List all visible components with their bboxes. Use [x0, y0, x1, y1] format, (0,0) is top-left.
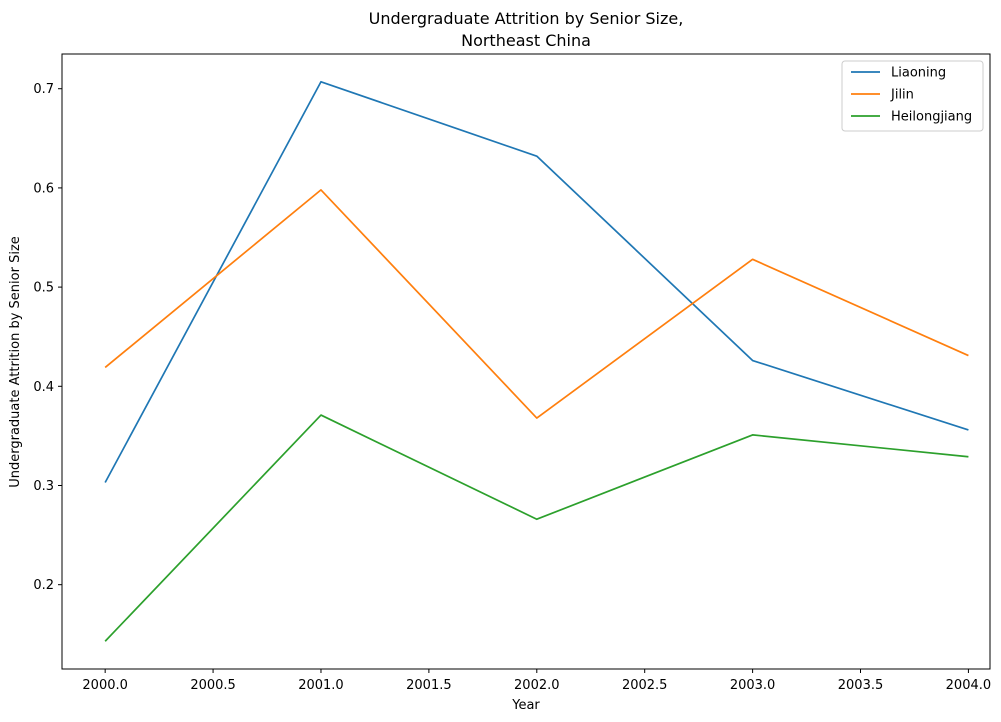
x-tick-label: 2002.5 [622, 678, 668, 693]
chart-title-line-1: Undergraduate Attrition by Senior Size, [369, 9, 684, 28]
x-tick-label: 2004.0 [946, 678, 992, 693]
series-line-jilin [104, 189, 969, 419]
x-tick-label: 2000.0 [82, 678, 128, 693]
legend-label: Jilin [890, 88, 914, 103]
legend-label: Liaoning [891, 66, 946, 81]
series-line-heilongjiang [104, 414, 969, 642]
series-lines [104, 80, 969, 642]
y-tick-label: 0.2 [33, 578, 54, 593]
y-tick-label: 0.6 [33, 181, 54, 196]
y-axis-label: Undergraduate Attrition by Senior Size [8, 236, 23, 488]
plot-area [61, 53, 991, 670]
y-axis-ticks: 0.2 0.3 0.4 0.5 0.6 0.7 [33, 82, 62, 593]
legend-label: Heilongjiang [891, 110, 972, 125]
x-tick-label: 2001.0 [298, 678, 344, 693]
legend-box [841, 60, 984, 132]
x-tick-label: 2003.5 [838, 678, 884, 693]
x-tick-label: 2001.5 [406, 678, 452, 693]
series-line-liaoning [104, 80, 969, 483]
chart-title-line-2: Northeast China [461, 31, 591, 50]
x-tick-label: 2002.0 [514, 678, 560, 693]
chart-title: Undergraduate Attrition by Senior Size, … [369, 9, 684, 50]
y-tick-label: 0.3 [33, 479, 54, 494]
y-tick-label: 0.7 [33, 82, 54, 97]
x-axis-ticks: 2000.0 2000.5 2001.0 2001.5 2002.0 2002.5 2003… [82, 669, 991, 693]
x-tick-label: 2000.5 [190, 678, 236, 693]
y-tick-label: 0.4 [33, 380, 54, 395]
x-tick-label: 2003.0 [730, 678, 776, 693]
legend: Liaoning Jilin Heilongjiang [841, 60, 984, 132]
x-axis-label: Year [511, 698, 540, 713]
y-tick-label: 0.5 [33, 281, 54, 296]
plot-frame [61, 53, 991, 670]
